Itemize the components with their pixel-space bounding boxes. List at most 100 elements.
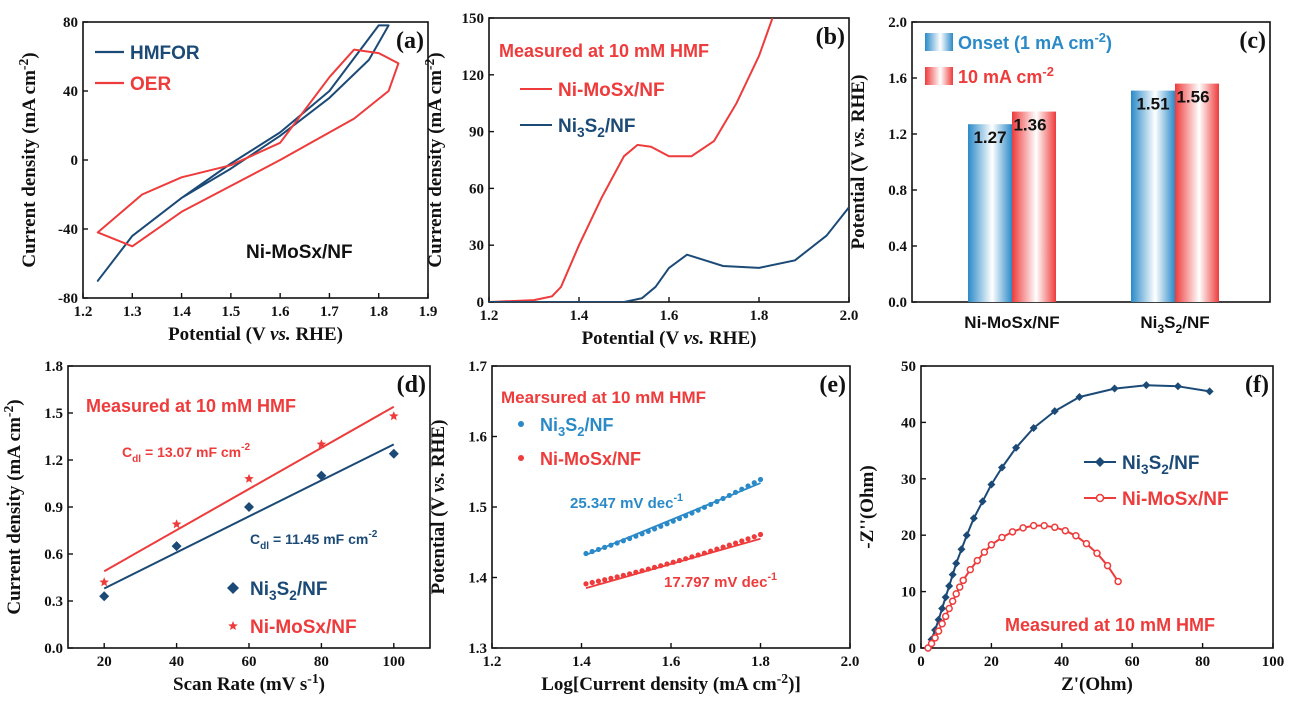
bar-value-label: 1.51 (1136, 95, 1169, 114)
text-span: = (145, 444, 153, 460)
text-span: cm (348, 531, 368, 547)
data-point (595, 578, 602, 584)
text-span: dl (132, 454, 141, 465)
y-axis-label: Current density (mA cm-2) (16, 52, 40, 267)
data-point (938, 619, 946, 628)
y-tick-label: 150 (462, 11, 485, 27)
text-span: Ni (1140, 313, 1157, 332)
data-point (934, 627, 943, 635)
data-point (938, 604, 947, 613)
text-span: (mV (260, 674, 296, 695)
data-point (978, 497, 987, 506)
data-point (973, 556, 982, 565)
nyquist-curve (927, 384, 1210, 649)
data-point (739, 538, 745, 544)
text-span: Current (4, 548, 25, 615)
text-span: (mA (713, 674, 749, 695)
text-span: ) (425, 52, 446, 58)
y-tick-label: 40 (63, 84, 78, 100)
y-tick-label: 1.3 (468, 641, 487, 657)
plot-frame (911, 21, 1271, 303)
text-span: (mA (425, 98, 446, 134)
y-tick-label: 1.2 (44, 453, 63, 469)
legend-label: Ni3S2/NF (540, 415, 613, 439)
data-point (1012, 443, 1021, 452)
data-point (316, 439, 327, 449)
lsv-curve-ni3s2-nf (489, 206, 849, 302)
x-tick-label: 80 (1195, 654, 1210, 670)
y-tick-label: 90 (469, 125, 484, 141)
text-span: 2 (289, 588, 297, 603)
x-tick-label: 1.4 (572, 654, 591, 670)
x-tick-label: 1.4 (172, 304, 191, 320)
x-axis-label: Log[Current density (mA cm-2)] (541, 671, 801, 695)
legend-marker (1095, 493, 1105, 503)
text-span: Ni (1122, 453, 1141, 474)
y-tick-label: 0.3 (44, 594, 63, 610)
text-span: 2 (1161, 462, 1169, 477)
data-point (931, 634, 939, 642)
text-span: (mA (4, 445, 25, 481)
text-span: density (4, 485, 25, 544)
x-tick-label: 1.4 (570, 308, 589, 324)
text-span: S (1164, 313, 1175, 332)
y-tick-label: 1.5 (44, 406, 63, 422)
y-tick-label: 1.8 (44, 359, 63, 375)
fit-label: Cdl = 13.07 mF cm-2 (122, 442, 250, 465)
text-span: mA (983, 67, 1012, 87)
text-span: Potential (168, 324, 241, 345)
cv-curve-oer (96, 48, 400, 248)
text-span: /NF (584, 415, 613, 435)
text-span: -2 (1, 406, 16, 418)
data-point (608, 575, 614, 581)
text-span: ) (19, 52, 40, 58)
text-span: vs. (684, 328, 705, 349)
text-span: 2 (1175, 322, 1182, 336)
data-point (732, 540, 739, 546)
x-tick-label: 100 (383, 654, 406, 670)
legend-label: Ni3S2/NF (250, 579, 328, 603)
x-tick-label: 1.6 (271, 304, 290, 320)
data-point (751, 480, 757, 486)
y-axis-label: Potential (V vs. RHE) (428, 420, 449, 595)
text-span: ) (319, 674, 325, 695)
y-tick-label: 1.7 (468, 359, 487, 375)
text-span: mF (196, 444, 217, 460)
text-span: density (425, 138, 446, 197)
cv-curve-hmfor (96, 24, 390, 282)
y-tick-label: 10 (901, 585, 916, 601)
data-point (955, 583, 964, 591)
panel-a: -80 -40 0 40 80 1.2 1.3 1.4 1.5 1.6 1.7 1.8 1.9 HMFOR… (16, 15, 437, 345)
text-span: cm (19, 70, 40, 94)
legend-swatch (925, 67, 953, 85)
text-span: -1 (767, 571, 777, 583)
y-tick-label: 0.6 (44, 547, 63, 563)
data-point (969, 514, 978, 523)
text-span: 13.07 (157, 444, 192, 460)
text-span: Ni-MoSx/NF (250, 617, 357, 638)
panel-label: (a) (396, 28, 424, 54)
x-tick-label: 1.2 (480, 308, 499, 324)
text-span: S (1149, 453, 1162, 474)
text-span: Ni-MoSx/NF (1122, 489, 1229, 510)
text-span: s (300, 674, 307, 695)
y-tick-label: 0 (477, 295, 485, 311)
legend-label: Ni-MoSx/NF (1122, 489, 1229, 510)
data-point (1173, 382, 1182, 391)
legend-label: Onset (1 mA cm-2) (958, 30, 1112, 53)
x-tick-label: 1.8 (750, 308, 769, 324)
y-tick-label: 80 (63, 15, 78, 31)
data-point (389, 411, 399, 421)
data-point (959, 576, 967, 585)
x-axis-label: Scan Rate (mV s-1) (173, 671, 325, 695)
text-span: Current (425, 201, 446, 268)
legend-label: Ni3S2/NF (1122, 453, 1200, 477)
panel-c: 0.0 0.4 0.8 1.2 1.6 2.0 1.27 1.36 Ni-MoSx/NF 1.51… (848, 15, 1271, 336)
text-span: dec (648, 495, 674, 512)
text-span: -2 (1094, 30, 1106, 45)
text-span: Z'(Ohm) (1061, 674, 1133, 695)
y-tick-label: 0.4 (888, 239, 907, 255)
annotation: Ni-MoSx/NF (246, 242, 353, 263)
text-span: RHE) (848, 75, 869, 123)
